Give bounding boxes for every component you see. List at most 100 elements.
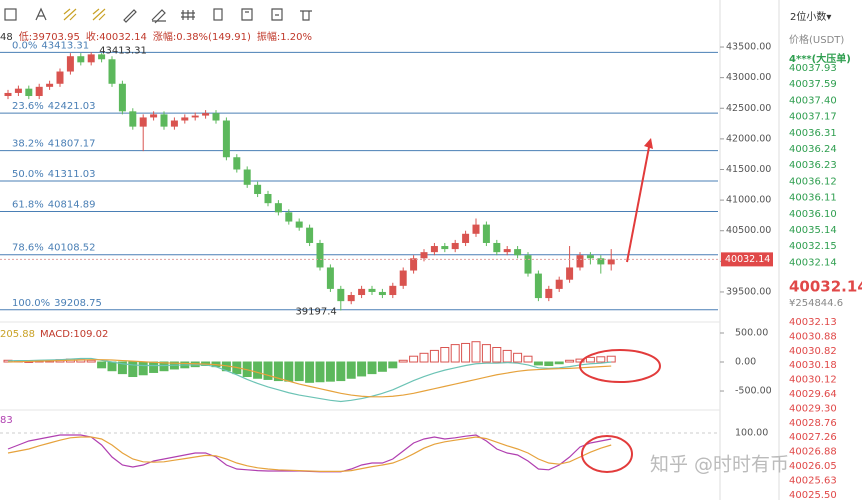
candle-body: [326, 267, 334, 289]
highlight-circle: [579, 349, 661, 383]
y-tick-label: 43000.00: [726, 72, 771, 83]
macd-bar: [86, 359, 96, 363]
y-tick-label: 41500.00: [726, 164, 771, 175]
y-tick-label: 500.00: [735, 328, 768, 339]
header-item: 低:39703.95: [19, 30, 80, 43]
fib-label: 38.2% 41807.17: [12, 139, 96, 150]
last-price-label: 40032.14: [725, 254, 770, 265]
candle-body: [181, 117, 189, 121]
macd-bar: [149, 361, 159, 373]
ask-price: 40037.17: [789, 112, 837, 123]
macd-bar: [554, 361, 564, 365]
y-tick-label: 39500.00: [726, 286, 771, 297]
tool-icon[interactable]: [4, 8, 17, 21]
candle-body: [139, 117, 147, 127]
bid-price: 40030.12: [789, 375, 837, 386]
ask-price: 40036.11: [789, 193, 837, 204]
macd-bar: [440, 347, 450, 363]
tool-icon[interactable]: [181, 10, 195, 20]
bid-price: 40030.88: [789, 331, 837, 342]
candle-body: [503, 249, 511, 253]
tool-icon[interactable]: [35, 7, 47, 21]
candle-body: [378, 291, 386, 296]
candle-body: [150, 114, 158, 118]
tool-icon[interactable]: [92, 8, 106, 21]
ask-price: 40036.23: [789, 160, 837, 171]
candle-body: [534, 273, 542, 299]
candle-body: [87, 54, 95, 63]
fib-label: 78.6% 40108.52: [12, 243, 96, 254]
fib-price: 39208.75: [54, 298, 102, 309]
ask-price: 40037.40: [789, 95, 837, 106]
fib-price: 40108.52: [48, 243, 96, 254]
macd-bar: [367, 361, 377, 375]
candle-body: [451, 242, 459, 250]
macd-bar: [336, 361, 346, 382]
tool-icon[interactable]: [123, 9, 137, 23]
macd-bar: [325, 361, 335, 382]
macd-bar: [253, 361, 263, 379]
macd-bar: [575, 358, 585, 363]
fib-price: 43413.31: [41, 40, 89, 51]
fib-label: 61.8% 40814.89: [12, 199, 96, 210]
tool-icon[interactable]: [151, 9, 166, 24]
macd-bar: [128, 361, 138, 378]
precision-select[interactable]: 2位小数▾: [790, 10, 831, 23]
macd-bar: [502, 349, 512, 363]
bid-price: 40026.05: [789, 461, 837, 472]
tool-icon[interactable]: [300, 10, 312, 21]
candle-body: [347, 295, 355, 302]
macd-bar: [117, 361, 127, 375]
y-tick-label: 0.00: [735, 357, 756, 368]
candle-body: [108, 59, 116, 84]
fib-ratio: 50.0%: [12, 169, 44, 180]
header-item: 振幅:1.20%: [257, 30, 312, 43]
kdj-label: 83: [0, 415, 13, 426]
ask-price: 40032.14: [789, 257, 837, 268]
y-tick-label: 43500.00: [726, 42, 771, 53]
macd-bar: [492, 347, 502, 363]
candle-body: [35, 86, 43, 97]
candle-body: [170, 120, 178, 127]
ask-price: 40037.59: [789, 79, 837, 90]
candle-body: [295, 221, 303, 228]
y-tick-label: 100.00: [735, 428, 768, 439]
fib-ratio: 23.6%: [12, 101, 44, 112]
candle-body: [66, 56, 74, 72]
tool-icon[interactable]: [63, 8, 77, 21]
candle-body: [389, 285, 397, 296]
candle-body: [472, 224, 480, 234]
candle-body: [482, 224, 490, 243]
watermark: 知乎 @时时有币: [650, 454, 789, 476]
candle-body: [129, 111, 137, 127]
candle-body: [212, 113, 220, 121]
macd-bar: [419, 352, 429, 363]
ask-price: 40036.12: [789, 176, 837, 187]
candle-body: [337, 288, 345, 302]
macd-value: MACD:109.02: [40, 329, 108, 340]
fib-label: 100.0% 39208.75: [12, 298, 102, 309]
fib-ratio: 38.2%: [12, 139, 44, 150]
y-tick-label: 40500.00: [726, 225, 771, 236]
toolbar: [4, 7, 312, 24]
bid-price: 40030.82: [789, 346, 837, 357]
last-price-big: 40032.14: [789, 278, 862, 296]
ask-price: 40035.14: [789, 225, 837, 236]
y-tick-label: 42000.00: [726, 133, 771, 144]
macd-bar: [388, 361, 398, 369]
candle-body: [430, 246, 438, 253]
candle-body: [46, 83, 54, 87]
y-tick-label: 42500.00: [726, 103, 771, 114]
bid-price: 40026.88: [789, 447, 837, 458]
macd-bar: [294, 361, 304, 382]
ask-price: 40032.15: [789, 241, 837, 252]
candle-body: [306, 227, 314, 243]
tool-icon[interactable]: [213, 8, 223, 21]
tool-icon[interactable]: [271, 8, 283, 21]
tool-icon[interactable]: [241, 8, 253, 21]
candle-body: [441, 246, 449, 250]
macd-bar: [107, 361, 117, 372]
fib-ratio: 78.6%: [12, 243, 44, 254]
indicator-line: [7, 359, 612, 398]
